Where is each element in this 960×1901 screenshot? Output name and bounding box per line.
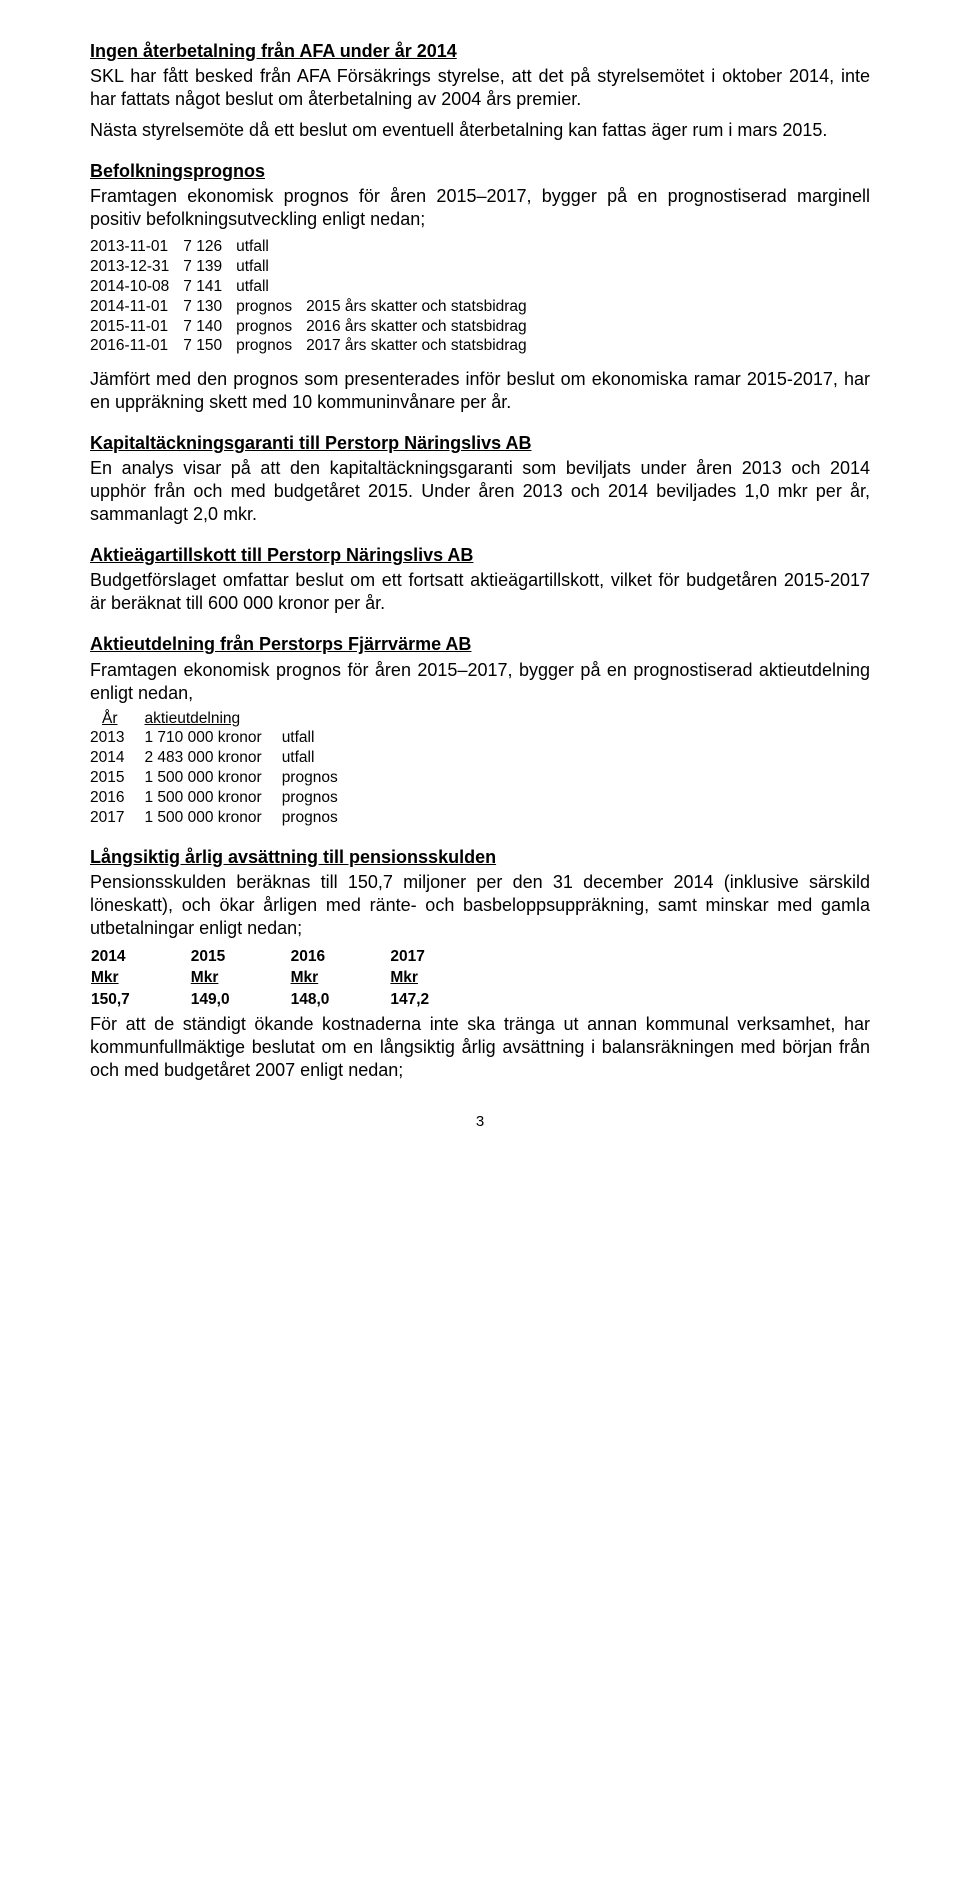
table-row: 2016 1 500 000 kronor prognos [90,788,358,808]
cell: utfall [282,748,358,768]
afa-paragraph-2: Nästa styrelsemöte då ett beslut om even… [90,119,870,142]
cell [306,237,541,257]
cell: 1 500 000 kronor [144,808,281,828]
col-header [282,709,358,729]
cell: 2014 [90,748,144,768]
cell: 2016 [290,946,390,968]
cell: prognos [236,336,306,356]
cell: utfall [236,237,306,257]
cell: prognos [236,297,306,317]
cell: 148,0 [290,989,390,1011]
pens-paragraph-2: För att de ständigt ökande kostnaderna i… [90,1013,870,1082]
cell: prognos [282,768,358,788]
cell: 2013-11-01 [90,237,183,257]
cell: 147,2 [389,989,489,1011]
kap-paragraph-1: En analys visar på att den kapitaltäckni… [90,457,870,526]
utd-table: År aktieutdelning 2013 1 710 000 kronor … [90,705,870,828]
utd-heading: Aktieutdelning från Perstorps Fjärrvärme… [90,633,870,656]
cell: 1 500 000 kronor [144,788,281,808]
table-row: 2014 2 483 000 kronor utfall [90,748,358,768]
aktie-paragraph-1: Budgetförslaget omfattar beslut om ett f… [90,569,870,615]
pens-heading: Långsiktig årlig avsättning till pension… [90,846,870,869]
cell: 7 140 [183,317,236,337]
cell: 1 710 000 kronor [144,728,281,748]
cell: 2016 års skatter och statsbidrag [306,317,541,337]
cell: 7 126 [183,237,236,257]
table-row: 2013 1 710 000 kronor utfall [90,728,358,748]
cell: 2014-10-08 [90,277,183,297]
cell: prognos [282,788,358,808]
cell [306,277,541,297]
page-number: 3 [90,1112,870,1131]
document-page: Ingen återbetalning från AFA under år 20… [0,0,960,1161]
cell: 149,0 [190,989,290,1011]
cell: utfall [282,728,358,748]
table-row: 2013-11-01 7 126 utfall [90,237,541,257]
kap-heading: Kapitaltäckningsgaranti till Perstorp Nä… [90,432,870,455]
cell: 7 139 [183,257,236,277]
cell: 7 141 [183,277,236,297]
table-row: 2014 2015 2016 2017 [90,946,489,968]
cell: 2013 [90,728,144,748]
cell: prognos [282,808,358,828]
cell: utfall [236,277,306,297]
afa-paragraph-1: SKL har fått besked från AFA Försäkrings… [90,65,870,111]
table-row: 2017 1 500 000 kronor prognos [90,808,358,828]
cell: 2017 års skatter och statsbidrag [306,336,541,356]
cell: Mkr [290,967,390,989]
utd-paragraph-1: Framtagen ekonomisk prognos för åren 201… [90,659,870,705]
cell: 1 500 000 kronor [144,768,281,788]
table-row: Mkr Mkr Mkr Mkr [90,967,489,989]
cell: 2015 års skatter och statsbidrag [306,297,541,317]
cell: 7 150 [183,336,236,356]
cell: Mkr [190,967,290,989]
bef-heading: Befolkningsprognos [90,160,870,183]
col-header: aktieutdelning [144,709,281,729]
cell: 2017 [90,808,144,828]
cell [306,257,541,277]
cell: Mkr [90,967,190,989]
cell: utfall [236,257,306,277]
cell: prognos [236,317,306,337]
table-row: 2013-12-31 7 139 utfall [90,257,541,277]
table-row: 2014-11-01 7 130 prognos 2015 års skatte… [90,297,541,317]
table-row: 2014-10-08 7 141 utfall [90,277,541,297]
bef-paragraph-1: Framtagen ekonomisk prognos för åren 201… [90,185,870,231]
cell: 2017 [389,946,489,968]
aktie-heading: Aktieägartillskott till Perstorp Närings… [90,544,870,567]
cell: 2016-11-01 [90,336,183,356]
cell: 2015 [90,768,144,788]
cell: 2016 [90,788,144,808]
pens-table: 2014 2015 2016 2017 Mkr Mkr Mkr Mkr 150,… [90,940,870,1011]
cell: 2014 [90,946,190,968]
bef-paragraph-2: Jämfört med den prognos som presenterade… [90,368,870,414]
cell: 2013-12-31 [90,257,183,277]
bef-table: 2013-11-01 7 126 utfall 2013-12-31 7 139… [90,231,870,356]
cell: 7 130 [183,297,236,317]
table-header-row: År aktieutdelning [90,709,358,729]
cell: 2015-11-01 [90,317,183,337]
afa-heading: Ingen återbetalning från AFA under år 20… [90,40,870,63]
table-row: 2015 1 500 000 kronor prognos [90,768,358,788]
pens-paragraph-1: Pensionsskulden beräknas till 150,7 milj… [90,871,870,940]
cell: 150,7 [90,989,190,1011]
cell: 2015 [190,946,290,968]
table-row: 2016-11-01 7 150 prognos 2017 års skatte… [90,336,541,356]
col-header: År [90,709,144,729]
cell: 2014-11-01 [90,297,183,317]
table-row: 150,7 149,0 148,0 147,2 [90,989,489,1011]
cell: Mkr [389,967,489,989]
cell: 2 483 000 kronor [144,748,281,768]
table-row: 2015-11-01 7 140 prognos 2016 års skatte… [90,317,541,337]
